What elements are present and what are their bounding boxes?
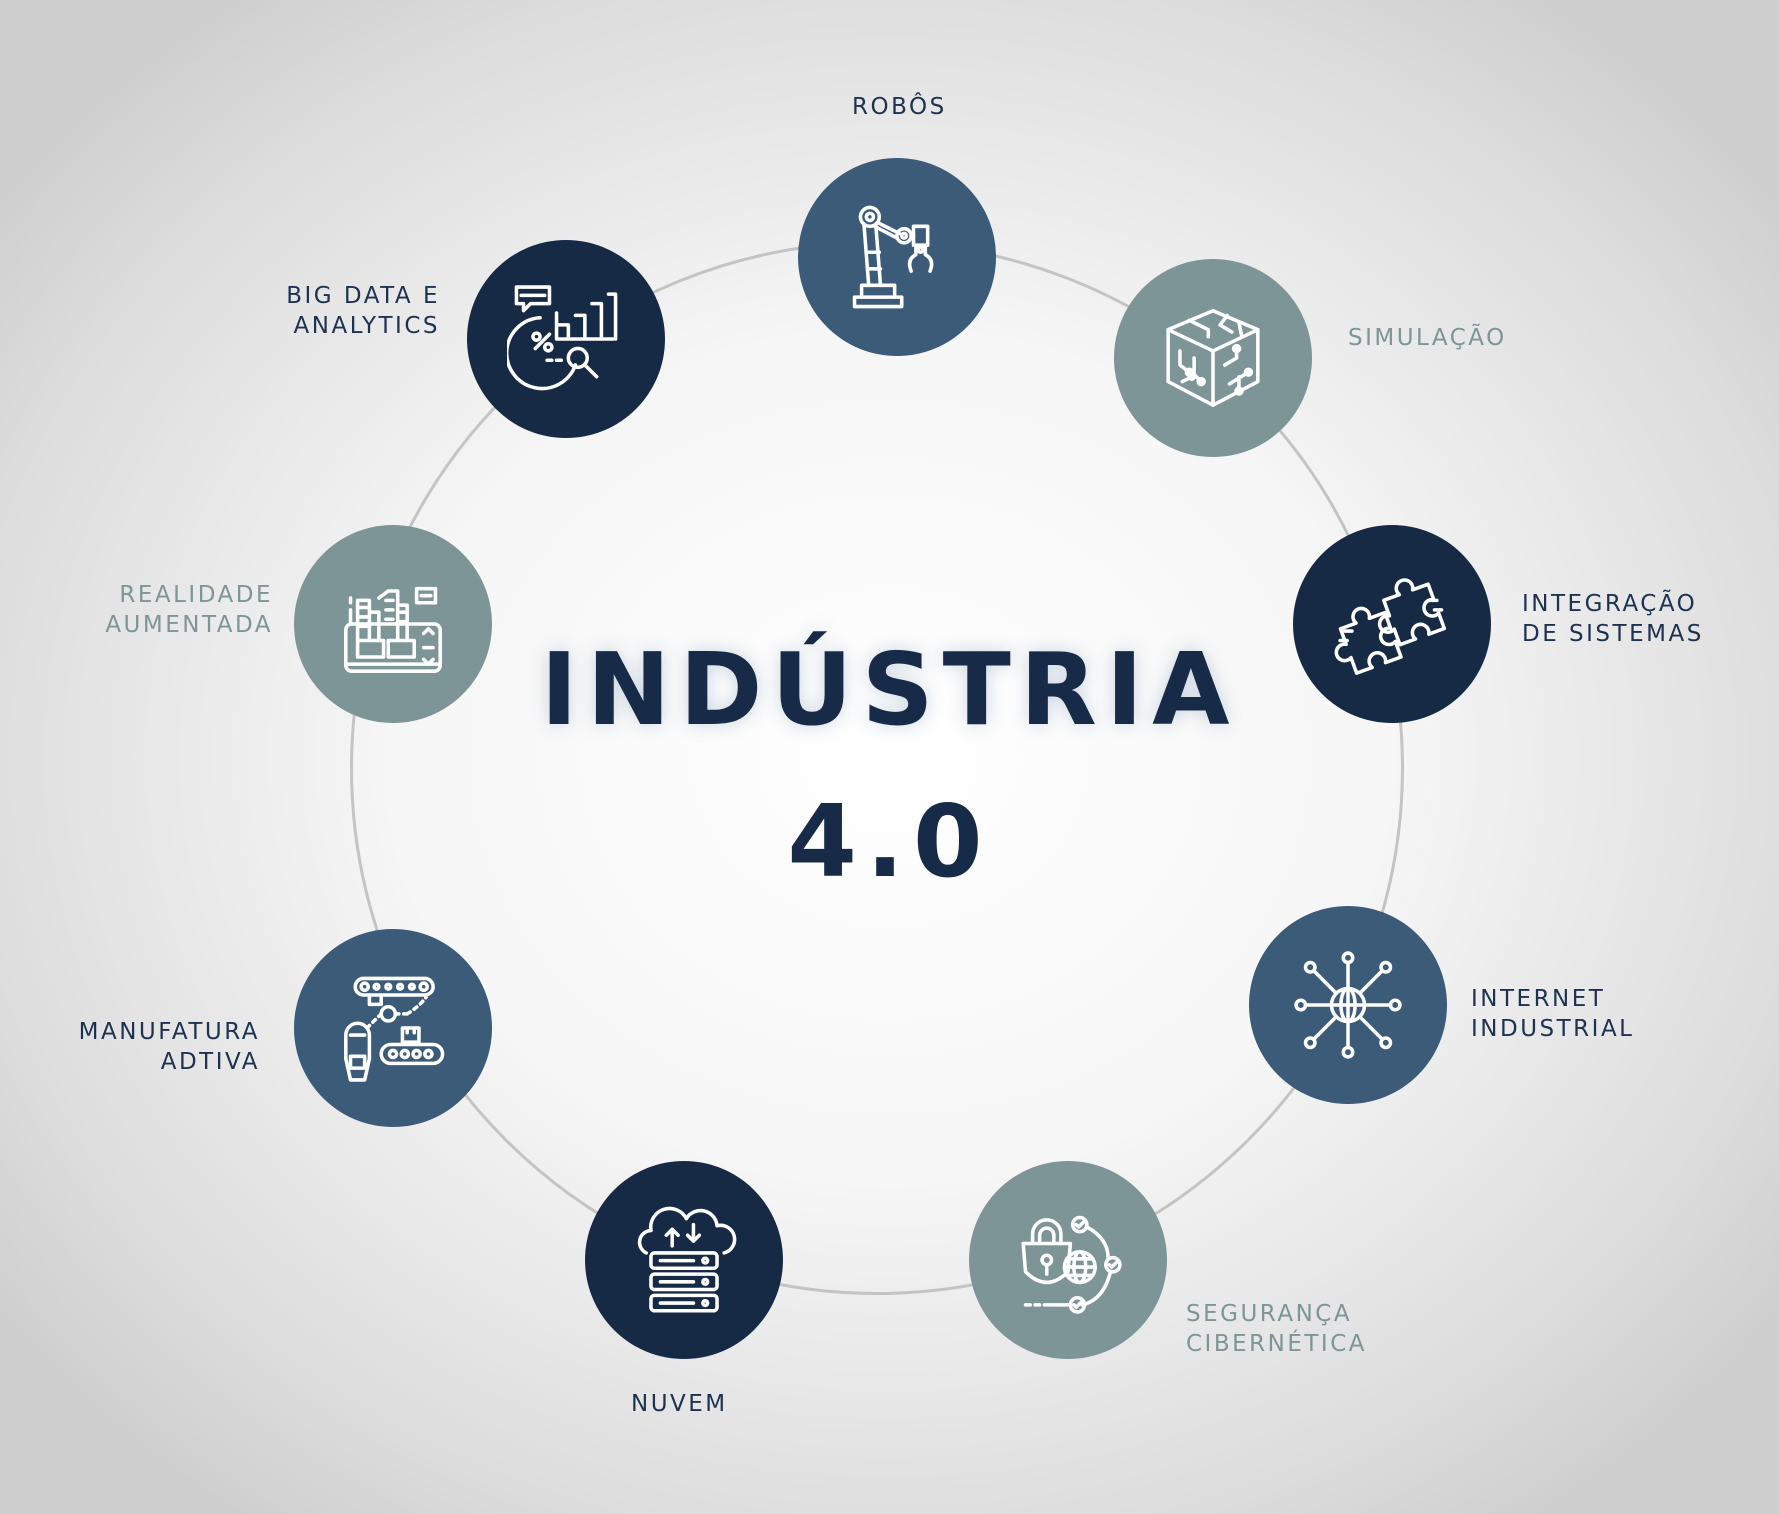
node-robos xyxy=(798,158,996,356)
cloud-server-icon xyxy=(637,1206,737,1313)
label-integracao: INTEGRAÇÃO DE SISTEMAS xyxy=(1522,591,1704,647)
padlock-globe-icon xyxy=(1021,1215,1122,1314)
robot-arm-icon xyxy=(852,205,934,309)
label-realidade: REALIDADE AUMENTADA xyxy=(105,582,273,638)
node-simulacao xyxy=(1114,259,1312,457)
title-line-1: INDÚSTRIA xyxy=(540,631,1239,748)
network-globe-icon xyxy=(1294,951,1402,1059)
title-line-2: 4.0 xyxy=(787,783,992,900)
node-seguranca xyxy=(969,1161,1167,1359)
label-simulacao: SIMULAÇÃO xyxy=(1348,325,1507,351)
node-realidade xyxy=(294,525,492,723)
analytics-chart-icon xyxy=(507,285,618,391)
label-manufatura: MANUFATURA ADTIVA xyxy=(78,1019,260,1075)
label-bigdata: BIG DATA E ANALYTICS xyxy=(286,283,440,339)
circuit-cube-icon xyxy=(1166,309,1260,407)
node-integracao xyxy=(1293,525,1491,723)
node-bigdata xyxy=(467,240,665,438)
puzzle-icon xyxy=(1334,578,1447,675)
label-seguranca: SEGURANÇA CIBERNÉTICA xyxy=(1186,1301,1367,1357)
ar-city-tablet-icon xyxy=(344,586,442,673)
label-robos: ROBÔS xyxy=(852,94,947,120)
node-manufatura xyxy=(294,929,492,1127)
label-nuvem: NUVEM xyxy=(631,1391,728,1417)
label-internet: INTERNET INDUSTRIAL xyxy=(1471,986,1635,1042)
node-nuvem xyxy=(585,1161,783,1359)
node-internet xyxy=(1249,906,1447,1104)
conveyor-robot-icon xyxy=(344,976,445,1082)
